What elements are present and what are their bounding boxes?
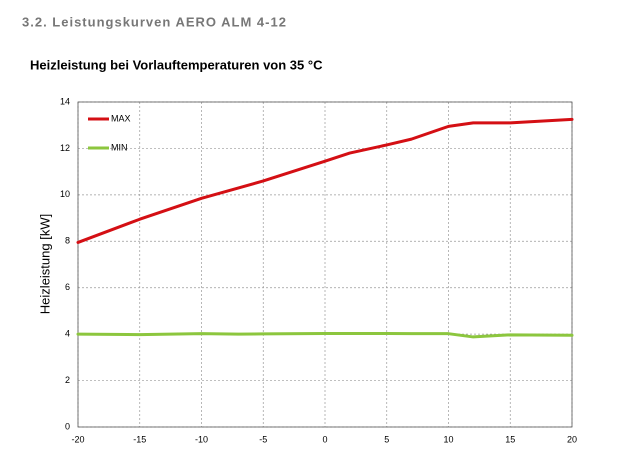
legend-label: MAX <box>111 113 131 123</box>
series-line <box>76 117 574 244</box>
y-tick-label: 0 <box>65 421 70 431</box>
y-tick-label: 4 <box>65 329 70 339</box>
x-tick-label: -15 <box>133 434 146 444</box>
x-tick-label: -20 <box>71 434 84 444</box>
y-tick-label: 2 <box>65 375 70 385</box>
section-heading: 3.2. Leistungskurven AERO ALM 4-12 <box>22 14 287 29</box>
y-tick-label: 12 <box>60 143 70 153</box>
chart-title: Heizleistung bei Vorlauftemperaturen von… <box>30 57 323 72</box>
x-tick-label: 5 <box>384 434 389 444</box>
series-line <box>76 331 574 339</box>
x-tick-label: 10 <box>443 434 453 444</box>
y-tick-label: 10 <box>60 189 70 199</box>
x-tick-label: 20 <box>567 434 577 444</box>
y-axis-label: Heizleistung [kW] <box>37 214 52 314</box>
legend-label: MIN <box>111 142 128 152</box>
x-tick-label: -10 <box>195 434 208 444</box>
y-tick-label: 14 <box>60 96 70 106</box>
x-tick-label: 0 <box>322 434 327 444</box>
y-tick-label: 8 <box>65 236 70 246</box>
plot-frame <box>77 101 573 428</box>
x-tick-label: -5 <box>259 434 267 444</box>
y-tick-label: 6 <box>65 282 70 292</box>
x-tick-label: 15 <box>505 434 515 444</box>
